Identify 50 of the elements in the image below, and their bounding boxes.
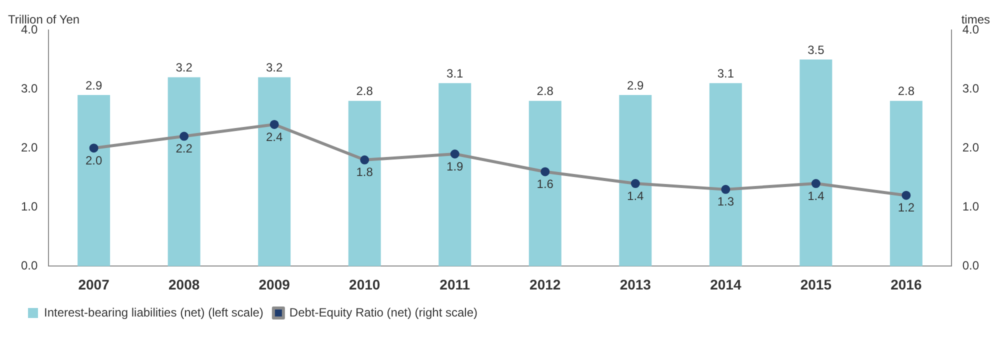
y2-tick-label: 1.0 xyxy=(962,199,980,214)
bar xyxy=(800,60,832,266)
x-tick-label: 2015 xyxy=(800,276,832,292)
data-label: 1.6 xyxy=(536,177,554,192)
data-label: 1.8 xyxy=(356,165,374,180)
data-label: 2.9 xyxy=(627,78,644,92)
data-label: 3.2 xyxy=(176,60,193,75)
y-tick-label: 0.0 xyxy=(20,258,38,273)
data-label: 1.4 xyxy=(627,188,644,203)
bar xyxy=(168,77,200,266)
y-tick-label: 3.0 xyxy=(20,81,38,96)
bar xyxy=(78,94,110,266)
bar xyxy=(619,94,652,266)
data-label: 1.3 xyxy=(717,194,734,209)
data-label: 2.8 xyxy=(356,84,374,98)
data-label: 2.4 xyxy=(266,130,284,144)
legend-label: Debt-Equity Ratio (net) (right scale) xyxy=(289,305,478,320)
data-label: 2.9 xyxy=(85,78,102,92)
y-tick-label: 2.0 xyxy=(20,140,38,154)
bar xyxy=(709,83,742,266)
x-tick-label: 2011 xyxy=(440,276,470,292)
x-tick-label: 2010 xyxy=(349,276,380,292)
y2-tick-label: 2.0 xyxy=(962,140,980,154)
data-label: 2.8 xyxy=(536,84,554,98)
data-label: 2.8 xyxy=(898,84,915,98)
bar xyxy=(528,100,562,266)
data-label: 3.1 xyxy=(717,66,734,80)
y2-tick-label: 0.0 xyxy=(962,258,980,273)
x-tick-label: 2007 xyxy=(78,276,110,292)
x-tick-label: 2016 xyxy=(890,276,922,292)
x-tick-label: 2012 xyxy=(530,276,561,292)
data-label: 3.1 xyxy=(446,66,464,80)
x-tick-label: 2009 xyxy=(258,276,290,292)
data-label: 1.2 xyxy=(898,200,915,215)
data-label: 1.9 xyxy=(446,159,464,174)
bar xyxy=(348,100,381,266)
x-tick-label: 2014 xyxy=(710,276,742,292)
x-tick-label: 2008 xyxy=(168,276,200,292)
bar xyxy=(438,83,472,266)
data-label: 3.5 xyxy=(808,42,825,57)
data-label: 2.0 xyxy=(85,153,102,168)
y2-tick-label: 3.0 xyxy=(962,81,980,96)
data-label: 3.2 xyxy=(266,60,284,75)
y-tick-label: 1.0 xyxy=(20,199,38,214)
x-tick-label: 2013 xyxy=(620,276,652,292)
bar xyxy=(890,100,922,266)
data-label: 2.2 xyxy=(176,142,193,156)
bar xyxy=(258,77,291,266)
data-label: 1.4 xyxy=(808,188,825,203)
legend-label: Interest-bearing liabilities (net) (left scale) xyxy=(44,305,264,320)
